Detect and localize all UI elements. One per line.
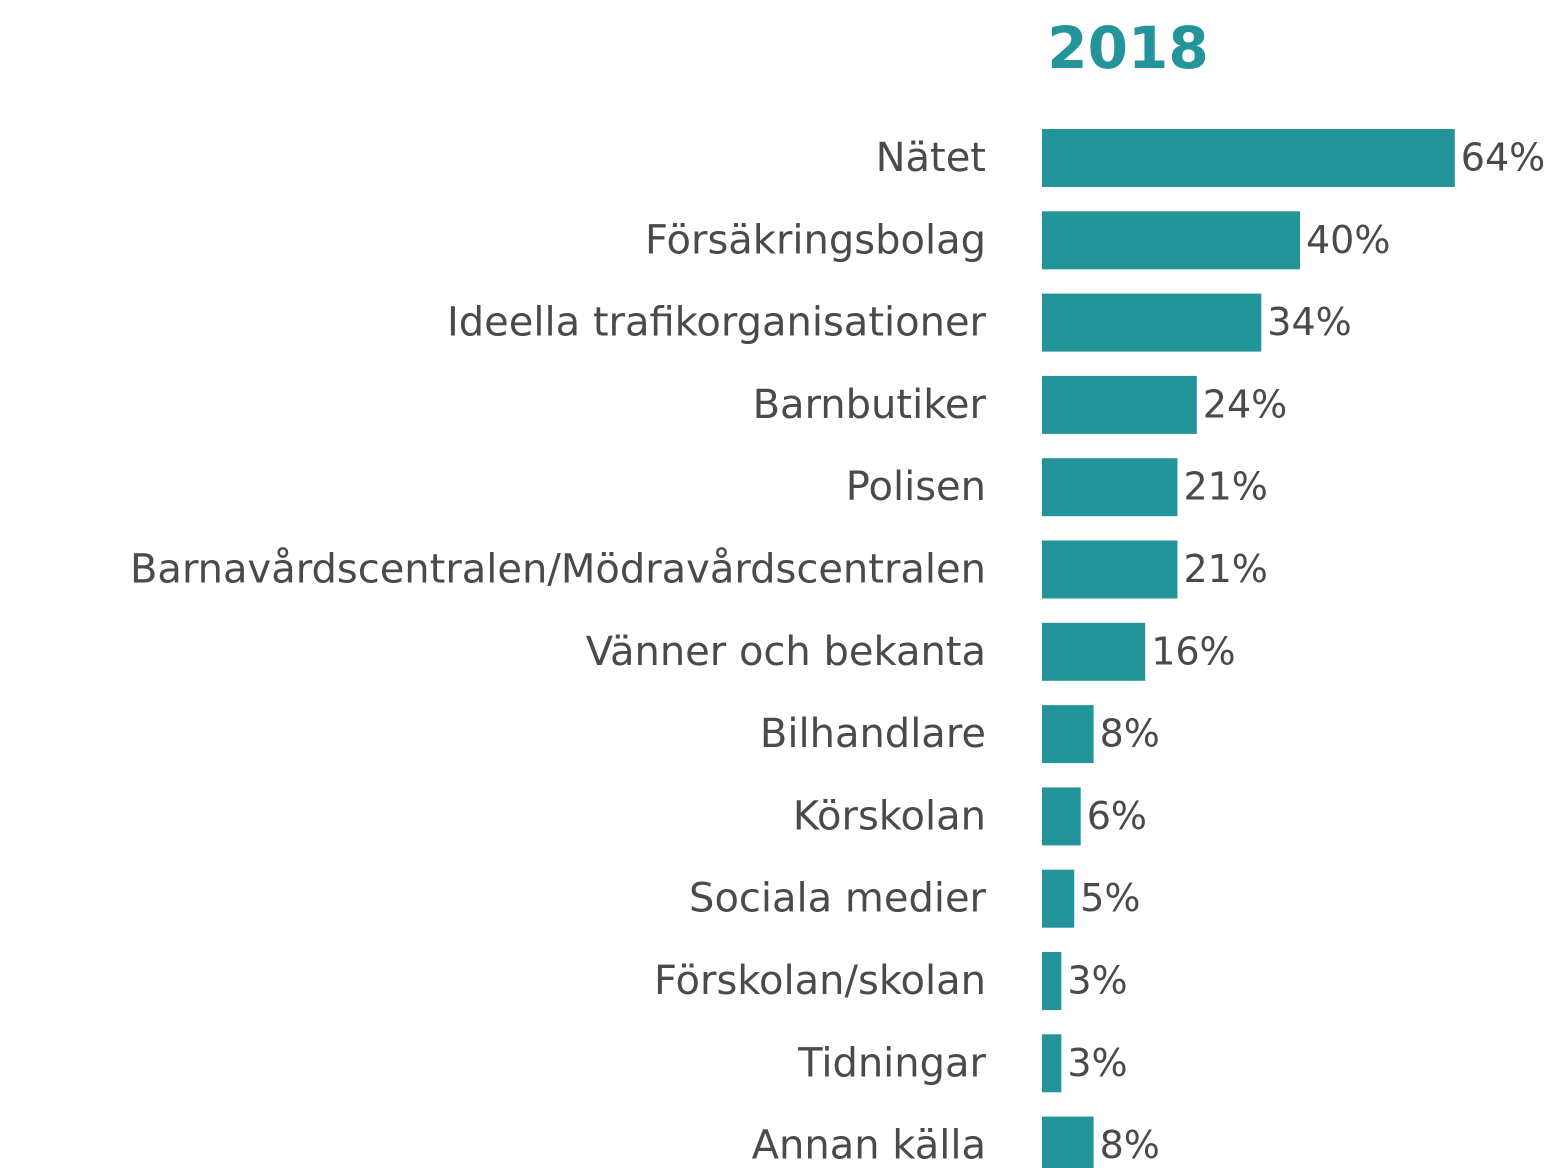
- value-label: 21%: [1183, 465, 1267, 509]
- category-label: Nätet: [876, 135, 986, 181]
- category-label: Ideella trafikorganisationer: [447, 300, 987, 346]
- value-label: 6%: [1087, 794, 1147, 838]
- category-label: Körskolan: [793, 793, 986, 839]
- bar: [1042, 705, 1094, 764]
- category-label: Vänner och bekanta: [586, 629, 986, 675]
- bar: [1042, 211, 1300, 270]
- bar: [1042, 129, 1455, 187]
- category-label: Förskolan/skolan: [654, 958, 986, 1004]
- category-label: Barnbutiker: [753, 382, 987, 428]
- value-label: 40%: [1306, 218, 1390, 262]
- bar: [1042, 1034, 1062, 1093]
- value-label: 34%: [1267, 300, 1351, 344]
- value-label: 21%: [1183, 547, 1267, 591]
- value-label: 24%: [1203, 382, 1287, 426]
- category-label: Sociala medier: [689, 876, 987, 922]
- bar: [1042, 293, 1262, 352]
- bar: [1042, 622, 1146, 681]
- value-label: 3%: [1067, 1041, 1127, 1085]
- bar: [1042, 787, 1081, 846]
- bar: [1042, 540, 1178, 599]
- category-label: Tidningar: [797, 1040, 986, 1086]
- value-label: 5%: [1080, 876, 1140, 920]
- bar: [1042, 1116, 1094, 1168]
- bar: [1042, 458, 1178, 517]
- value-label: 64%: [1461, 136, 1545, 180]
- value-label: 16%: [1151, 629, 1235, 673]
- bar: [1042, 869, 1075, 928]
- value-label: 8%: [1100, 712, 1160, 756]
- category-label: Bilhandlare: [760, 711, 986, 757]
- bar: [1042, 375, 1197, 434]
- value-label: 8%: [1100, 1123, 1160, 1167]
- category-label: Polisen: [846, 464, 986, 510]
- bar: [1042, 952, 1062, 1010]
- category-label: Barnavårdscentralen/Mödravårdscentralen: [130, 547, 986, 593]
- category-label: Försäkringsbolag: [645, 217, 986, 263]
- chart-title: 2018: [1047, 14, 1208, 82]
- category-label: Annan källa: [752, 1123, 986, 1168]
- value-label: 3%: [1067, 959, 1127, 1003]
